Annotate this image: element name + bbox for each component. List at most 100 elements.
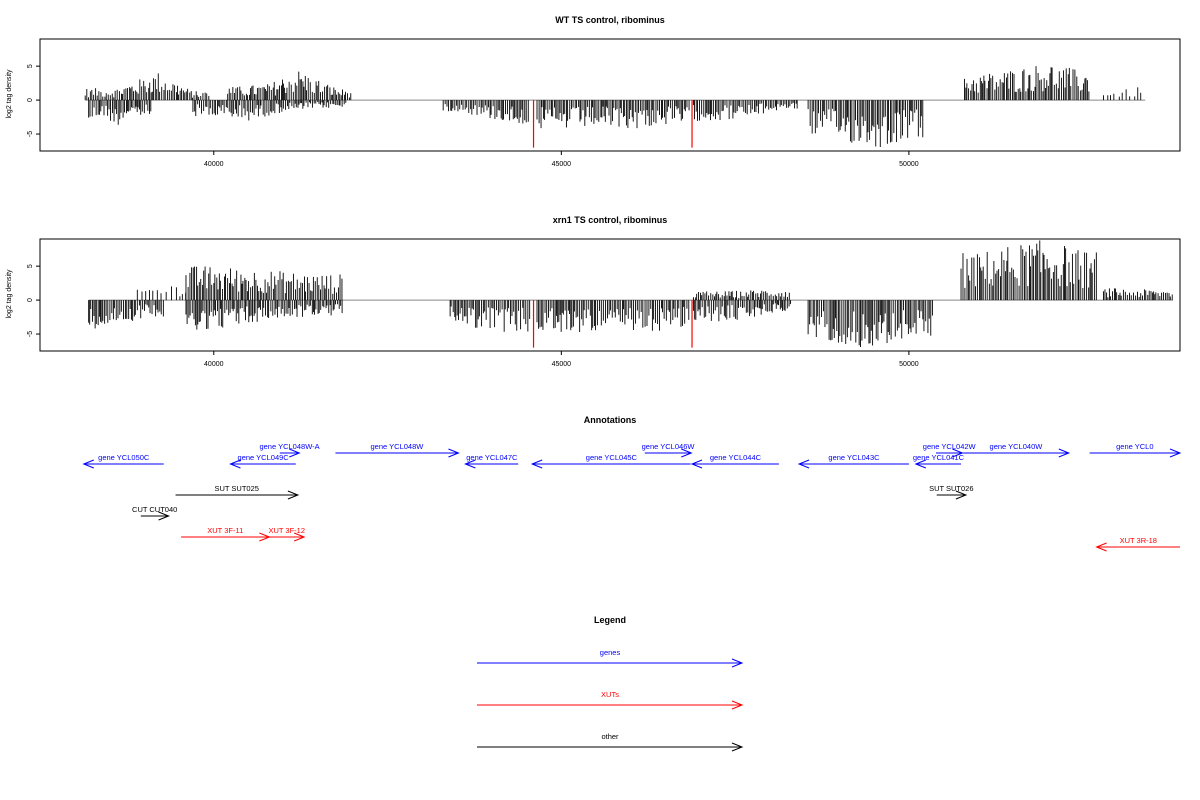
annotations-track: Annotations gene YCL050C gene YCL049Cgene… [82,415,1182,552]
density-segment [692,290,790,301]
density-segment [1103,87,1142,101]
feature-label: gene YCL042W [923,442,977,451]
xrn1-y-axis-label: log2 tag density [6,269,13,319]
xrn1-panel-title: xrn1 TS control, ribominus [553,215,668,225]
density-segment [442,100,529,124]
annotation-feature: gene YCL0 [1089,442,1182,458]
annotation-feature: gene YCL047C [464,453,519,469]
annotation-feature: gene YCL050C [82,453,164,469]
legend-label: genes [600,648,621,657]
arrow-head [287,490,300,500]
xrn1-density-panel: xrn1 TS control, ribominus log2 tag dens… [6,215,1181,368]
feature-label: gene YCL048W-A [259,442,319,451]
x-tick-label: 45000 [552,361,572,368]
feature-label: XUT 3F-12 [268,526,305,535]
density-segment [536,300,690,333]
feature-label: gene YCL040W [990,442,1044,451]
arrow-head [158,511,170,521]
wt-plot-marks [84,66,1146,148]
feature-label: gene YCL049C [238,453,290,462]
legend-entry: genes [477,648,744,668]
feature-label: SUT SUT025 [214,484,258,493]
xrn1-plot-frame [39,238,1181,352]
legend-label: XUTs [601,690,619,699]
xrn1-x-axis: 40000 45000 50000 [204,351,919,368]
arrow-head [955,490,968,500]
y-tick-label: -5 [27,131,34,137]
annotation-feature: SUT SUT025 [175,484,300,500]
arrow-head [1169,448,1182,458]
annotation-feature: gene YCL044C [690,453,779,469]
annotation-feature: SUT SUT026 [929,484,974,500]
wt-plot-frame [39,38,1181,152]
density-segment [692,300,791,322]
arrow-head [952,448,964,458]
arrow-head [914,459,927,469]
density-segment [536,100,690,129]
annotation-feature: gene YCL040W [963,442,1071,458]
x-tick-label: 40000 [204,161,224,168]
feature-label: XUT 3F-11 [207,526,243,535]
feature-label: gene YCL048W [371,442,425,451]
feature-label: gene YCL046W [642,442,696,451]
arrow-head [797,459,810,469]
density-segment [185,300,343,330]
density-segment [227,71,352,101]
annotation-feature: gene YCL048W-A [259,442,320,458]
arrow-head [1058,448,1071,458]
x-tick-label: 50000 [899,161,919,168]
arrow-head [82,459,94,469]
arrow-head [530,459,543,469]
feature-label: gene YCL043C [828,453,880,462]
arrow-head [690,459,703,469]
annotation-feature: gene YCL046W [642,442,696,458]
wt-density-panel: WT TS control, ribominus log2 tag densit… [6,15,1181,168]
arrow-head [293,532,306,542]
density-segment [136,286,187,301]
arrow-head [448,448,460,458]
density-segment [84,73,210,101]
feature-label: gene YCL050C [98,453,150,462]
wt-y-axis-label: log2 tag density [6,69,13,119]
feature-label: gene YCL045C [586,453,638,462]
legend-entry: other [477,732,744,752]
feature-label: gene YCL0 [1116,442,1153,451]
density-segment [449,300,531,332]
y-tick-label: 5 [27,264,34,268]
annotation-feature: XUT 3F-12 [268,526,306,542]
feature-label: XUT 3R-18 [1120,536,1157,545]
y-tick-label: 0 [27,98,34,102]
legend-entry: XUTs [477,690,744,710]
density-segment [88,100,152,125]
legend: Legend genes XUTs other [477,615,744,752]
arrow-head [731,700,744,710]
x-tick-label: 45000 [552,161,572,168]
density-segment [1103,288,1173,301]
feature-label: CUT CUT040 [132,505,177,514]
feature-label: gene YCL041C [913,453,965,462]
y-tick-label: 5 [27,64,34,68]
wt-x-axis: 40000 45000 50000 [204,151,919,168]
xrn1-y-axis: -5 0 5 [27,264,40,337]
density-segment [960,240,1097,301]
x-tick-label: 50000 [899,361,919,368]
annotation-feature: gene YCL041C [913,453,965,469]
arrow-head [731,742,744,752]
legend-label: other [601,732,619,741]
annotation-feature: gene YCL042W [923,442,977,458]
feature-label: SUT SUT026 [929,484,973,493]
arrow-head [229,459,241,469]
density-segment [964,66,1090,101]
annotation-feature: CUT CUT040 [132,505,177,521]
annotation-feature: XUT 3R-18 [1095,536,1180,552]
annotation-feature: gene YCL043C [797,453,909,469]
annotation-feature: gene YCL048W [335,442,460,458]
arrow-head [289,448,301,458]
wt-panel-title: WT TS control, ribominus [555,15,665,25]
arrow-head [731,658,744,668]
density-segment [192,100,347,121]
annotation-feature: gene YCL045C [530,453,691,469]
annotations-title: Annotations [584,415,637,425]
annotation-features: gene YCL050C gene YCL049C gene YCL048W-A ge… [82,442,1182,552]
